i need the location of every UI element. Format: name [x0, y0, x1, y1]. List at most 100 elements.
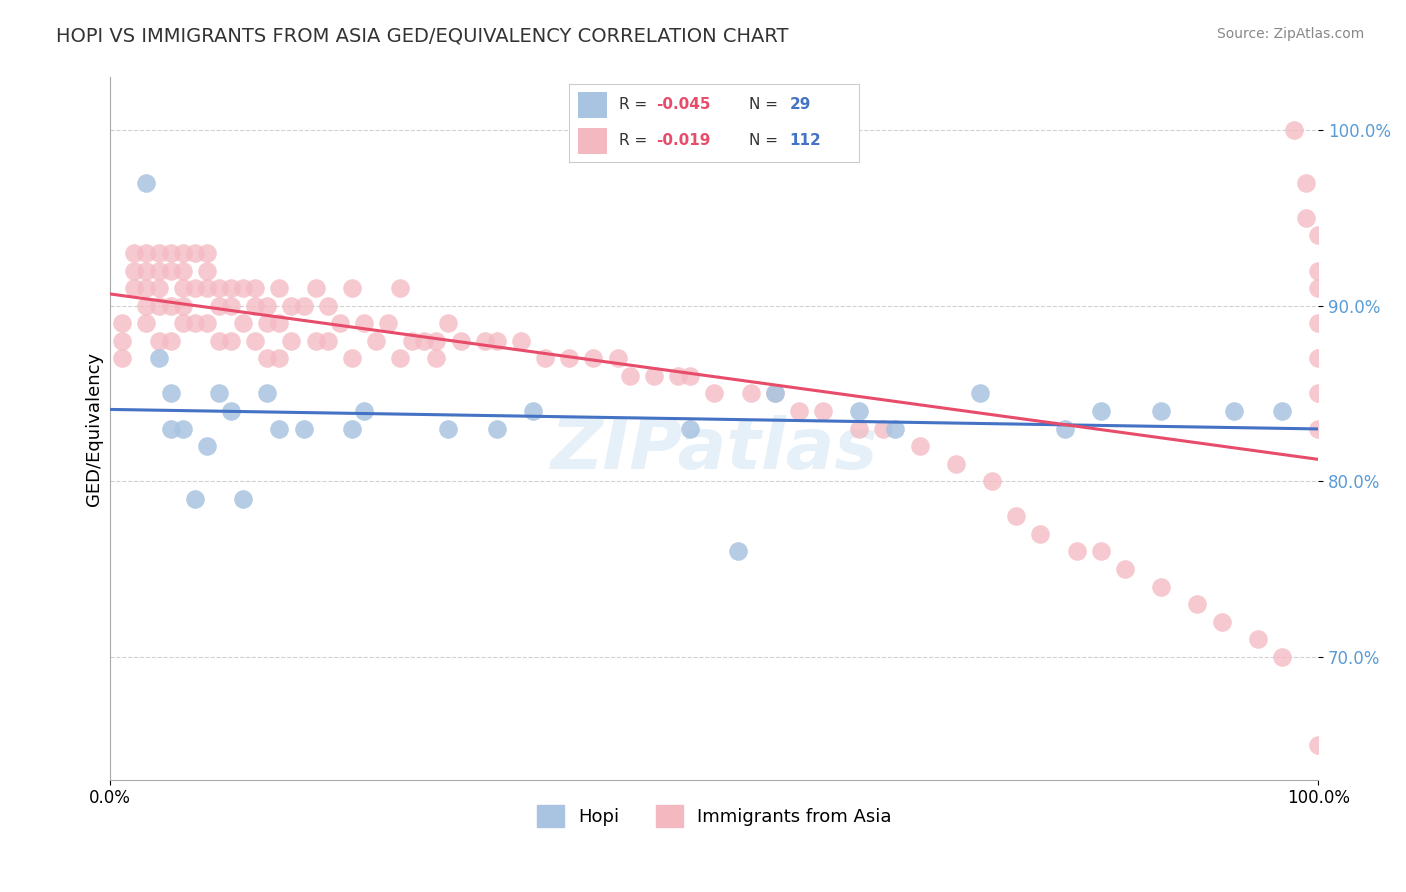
- Point: [172, 263, 194, 277]
- Point: [1247, 632, 1270, 647]
- Point: [606, 351, 628, 366]
- Point: [450, 334, 472, 348]
- Point: [316, 334, 339, 348]
- Point: [1308, 281, 1330, 295]
- Point: [245, 299, 267, 313]
- Point: [437, 316, 460, 330]
- Point: [135, 299, 157, 313]
- Point: [353, 404, 375, 418]
- Point: [184, 246, 207, 260]
- Point: [195, 439, 218, 453]
- Point: [377, 316, 399, 330]
- Point: [340, 421, 363, 435]
- Point: [485, 334, 508, 348]
- Point: [159, 421, 181, 435]
- Point: [208, 334, 231, 348]
- Point: [1308, 738, 1330, 752]
- Text: ZIPatlas: ZIPatlas: [551, 415, 877, 484]
- Point: [148, 281, 170, 295]
- Point: [389, 351, 412, 366]
- Point: [219, 404, 242, 418]
- Point: [1211, 615, 1233, 629]
- Point: [945, 457, 967, 471]
- Point: [872, 421, 894, 435]
- Point: [269, 281, 291, 295]
- Point: [159, 263, 181, 277]
- Point: [679, 421, 702, 435]
- Point: [159, 386, 181, 401]
- Point: [159, 246, 181, 260]
- Point: [811, 404, 834, 418]
- Point: [256, 299, 278, 313]
- Point: [340, 281, 363, 295]
- Point: [534, 351, 557, 366]
- Point: [981, 474, 1004, 488]
- Point: [256, 316, 278, 330]
- Point: [437, 421, 460, 435]
- Point: [763, 386, 786, 401]
- Point: [1295, 176, 1317, 190]
- Point: [256, 386, 278, 401]
- Point: [413, 334, 436, 348]
- Point: [763, 386, 786, 401]
- Point: [1308, 228, 1330, 243]
- Point: [232, 316, 254, 330]
- Point: [195, 281, 218, 295]
- Point: [269, 316, 291, 330]
- Point: [256, 351, 278, 366]
- Point: [1295, 211, 1317, 225]
- Point: [787, 404, 810, 418]
- Point: [1053, 421, 1076, 435]
- Point: [292, 421, 315, 435]
- Y-axis label: GED/Equivalency: GED/Equivalency: [86, 351, 103, 506]
- Point: [558, 351, 581, 366]
- Point: [474, 334, 496, 348]
- Point: [232, 281, 254, 295]
- Point: [679, 368, 702, 383]
- Point: [124, 263, 146, 277]
- Point: [727, 544, 749, 558]
- Point: [269, 351, 291, 366]
- Point: [1308, 386, 1330, 401]
- Point: [1005, 509, 1028, 524]
- Point: [148, 334, 170, 348]
- Point: [111, 334, 134, 348]
- Legend: Hopi, Immigrants from Asia: Hopi, Immigrants from Asia: [530, 797, 898, 834]
- Point: [1308, 263, 1330, 277]
- Point: [124, 281, 146, 295]
- Point: [510, 334, 533, 348]
- Point: [135, 176, 157, 190]
- Point: [364, 334, 387, 348]
- Point: [353, 316, 375, 330]
- Point: [219, 281, 242, 295]
- Point: [1222, 404, 1244, 418]
- Point: [135, 246, 157, 260]
- Point: [316, 299, 339, 313]
- Point: [111, 316, 134, 330]
- Point: [159, 299, 181, 313]
- Point: [848, 421, 870, 435]
- Point: [1187, 597, 1209, 611]
- Point: [280, 299, 302, 313]
- Point: [582, 351, 605, 366]
- Point: [401, 334, 423, 348]
- Point: [172, 281, 194, 295]
- Point: [643, 368, 665, 383]
- Point: [208, 281, 231, 295]
- Point: [908, 439, 931, 453]
- Point: [124, 246, 146, 260]
- Point: [1114, 562, 1136, 576]
- Point: [1271, 404, 1294, 418]
- Point: [232, 491, 254, 506]
- Point: [245, 281, 267, 295]
- Point: [1029, 526, 1052, 541]
- Point: [304, 334, 326, 348]
- Point: [1090, 544, 1112, 558]
- Point: [208, 299, 231, 313]
- Point: [848, 404, 870, 418]
- Point: [969, 386, 991, 401]
- Point: [1308, 316, 1330, 330]
- Point: [1150, 580, 1173, 594]
- Point: [148, 351, 170, 366]
- Point: [522, 404, 544, 418]
